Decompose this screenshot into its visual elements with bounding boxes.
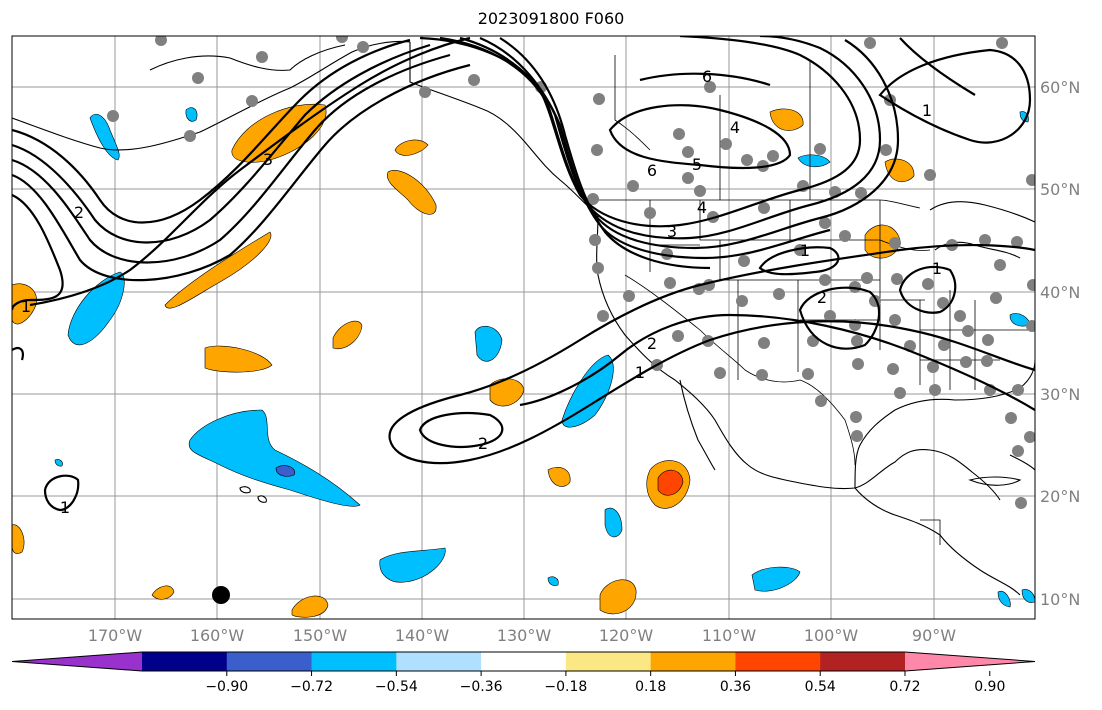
colorbar-tick-label: −0.18 (544, 679, 587, 695)
lon-tick-label: 150°W (293, 626, 348, 645)
colorbar-bin (650, 652, 736, 671)
colorbar: −0.90 −0.72 −0.54 −0.36 −0.18 0.18 0.36 0.54 0.7… (11, 651, 1036, 695)
contour-label: 1 (21, 297, 31, 316)
graticule (12, 36, 1035, 619)
contour-labels: 6 4 5 6 4 3 3 2 1 2 1 1 1 2 2 1 1 (21, 67, 942, 517)
lat-tick-label: 20°N (1040, 487, 1080, 506)
lon-tick-label: 110°W (702, 626, 757, 645)
contour-label: 1 (922, 101, 932, 120)
colorbar-tick-label: 0.18 (635, 679, 666, 695)
station-markers (107, 36, 1035, 509)
contour-label: 1 (800, 241, 810, 260)
colorbar-bin (311, 652, 397, 671)
contour-label: 2 (817, 288, 827, 307)
lat-tick-label: 50°N (1040, 180, 1080, 199)
lat-tick-label: 10°N (1040, 590, 1080, 609)
colorbar-tick-label: 0.54 (805, 679, 836, 695)
lon-tick-label: 100°W (804, 626, 859, 645)
colorbar-tick-label: 0.72 (889, 679, 920, 695)
colorbar-bin (226, 652, 313, 671)
map-area: 6 4 5 6 4 3 3 2 1 2 1 1 1 2 2 1 1 (12, 36, 1035, 619)
colorbar-tick-label: −0.36 (460, 679, 503, 695)
lon-tick-label: 120°W (599, 626, 654, 645)
contour-label: 2 (647, 334, 657, 353)
contour-label: 1 (932, 259, 942, 278)
colorbar-bin (396, 652, 482, 671)
lon-tick-label: 160°W (190, 626, 245, 645)
colorbar-outline (11, 651, 1036, 672)
colorbar-bin (481, 652, 567, 671)
lon-tick-label: 140°W (395, 626, 450, 645)
colorbar-tick-label: −0.72 (290, 679, 333, 695)
contour-label: 4 (697, 198, 707, 217)
contour-label: 6 (702, 67, 712, 86)
colorbar-bin (735, 652, 821, 671)
contour-label: 4 (730, 118, 740, 137)
colorbar-tick-label: −0.90 (205, 679, 248, 695)
contour-label: 2 (478, 434, 488, 453)
colorbar-bin (565, 652, 652, 671)
lon-tick-label: 90°W (912, 626, 956, 645)
contour-label: 3 (263, 150, 273, 169)
contour-label: 1 (60, 498, 70, 517)
lat-tick-label: 60°N (1040, 78, 1080, 97)
colorbar-extend-max (905, 652, 1035, 671)
longitude-labels: 170°W 160°W 150°W 140°W 130°W 120°W 110°… (88, 626, 956, 645)
contour-lines (12, 36, 1035, 512)
colorbar-tick-label: 0.36 (720, 679, 751, 695)
colorbar-extend-min (12, 652, 142, 671)
lon-tick-label: 130°W (497, 626, 552, 645)
lat-tick-label: 30°N (1040, 385, 1080, 404)
colorbar-bin (820, 652, 906, 671)
contour-label: 6 (647, 161, 657, 180)
lon-tick-label: 170°W (88, 626, 143, 645)
contour-label: 3 (667, 222, 677, 241)
map-frame (11, 35, 1036, 620)
contour-label: 1 (635, 363, 645, 382)
colorbar-tick-label: −0.54 (375, 679, 418, 695)
colorbar-bin (142, 652, 228, 671)
map-title: 2023091800 F060 (477, 9, 625, 28)
colorbar-tick-label: 0.90 (974, 679, 1005, 695)
lat-tick-label: 40°N (1040, 283, 1080, 302)
black-location-marker (212, 586, 230, 604)
contour-label: 2 (74, 203, 84, 222)
latitude-labels: 60°N 50°N 40°N 30°N 20°N 10°N (1040, 78, 1080, 609)
contour-label: 5 (692, 155, 702, 174)
